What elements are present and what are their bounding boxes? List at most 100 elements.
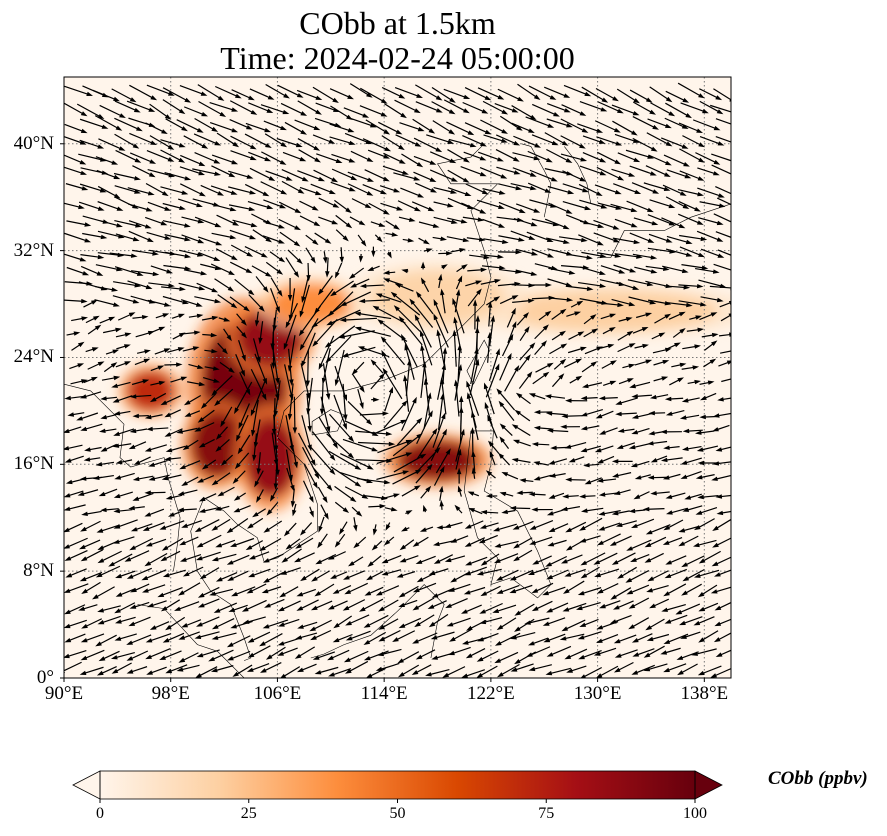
wind-arrow — [682, 135, 705, 148]
wind-arrow — [80, 520, 101, 532]
wind-arrow — [514, 409, 531, 422]
wind-arrow — [165, 494, 183, 500]
wind-arrow — [396, 571, 416, 578]
wind-arrow — [114, 602, 136, 614]
wind-arrow — [632, 137, 658, 152]
wind-arrow — [566, 665, 587, 673]
wind-arrow — [596, 151, 622, 165]
wind-arrow — [213, 602, 238, 613]
wind-arrow — [630, 553, 650, 562]
wind-arrow — [450, 535, 469, 543]
wind-arrow — [314, 288, 334, 315]
wind-arrow — [365, 119, 391, 135]
wind-arrow — [632, 648, 655, 657]
wind-arrow — [679, 246, 705, 258]
wind-arrow — [131, 379, 150, 386]
wind-arrow — [115, 570, 136, 579]
wind-arrow — [543, 86, 571, 98]
wind-arrow — [700, 296, 724, 303]
wind-arrow — [97, 201, 124, 211]
wind-arrow — [160, 139, 186, 148]
wind-arrow — [345, 630, 371, 641]
wind-arrow — [398, 316, 423, 346]
wind-arrow — [99, 428, 117, 433]
wind-arrow — [363, 650, 389, 661]
wind-arrow — [666, 301, 693, 308]
wind-arrow — [600, 343, 615, 349]
wind-arrow — [402, 238, 415, 243]
wind-arrow — [531, 507, 553, 512]
wind-arrow — [97, 550, 122, 564]
wind-arrow — [489, 450, 496, 466]
wind-arrow — [495, 134, 521, 146]
wind-arrow — [198, 252, 221, 261]
wind-arrow — [357, 388, 364, 410]
wind-arrow — [147, 201, 172, 211]
wind-arrow — [496, 584, 520, 594]
wind-arrow — [465, 556, 488, 566]
wind-arrow — [631, 664, 655, 675]
wind-arrow — [64, 649, 87, 659]
wind-arrow — [115, 233, 140, 242]
wind-arrow — [715, 494, 731, 499]
wind-arrow — [477, 632, 499, 642]
wind-arrow — [210, 185, 238, 195]
wind-arrow — [394, 87, 423, 98]
wind-arrow — [226, 554, 250, 565]
wind-arrow — [679, 414, 700, 420]
wind-arrow — [64, 549, 88, 561]
wind-arrow — [328, 413, 355, 443]
wind-arrow — [562, 494, 579, 499]
wind-arrow — [626, 539, 652, 551]
wind-arrow — [497, 88, 524, 102]
wind-arrow — [64, 166, 87, 175]
wind-arrow — [251, 399, 259, 437]
wind-arrow — [292, 396, 298, 434]
wind-arrow — [414, 314, 432, 348]
wind-arrow — [261, 586, 282, 594]
wind-arrow — [401, 485, 421, 497]
wind-arrow — [548, 523, 569, 533]
wind-arrow — [663, 663, 687, 673]
wind-arrow — [244, 183, 270, 197]
wind-arrow — [579, 199, 608, 209]
wind-arrow — [715, 231, 731, 238]
wind-arrow — [64, 583, 89, 593]
wind-arrow — [699, 201, 726, 208]
wind-arrow — [260, 104, 290, 115]
wind-arrow — [113, 410, 131, 416]
wind-arrow — [613, 661, 634, 673]
wind-arrow — [325, 257, 330, 278]
wind-arrow — [647, 118, 672, 129]
wind-arrow — [362, 138, 392, 152]
wind-arrow — [422, 504, 428, 513]
wind-arrow — [170, 376, 188, 383]
wind-arrow — [462, 216, 485, 222]
wind-arrow — [597, 101, 624, 114]
wind-arrow — [87, 324, 102, 335]
wind-arrow — [81, 618, 103, 629]
wind-arrow — [278, 201, 302, 214]
wind-arrow — [693, 539, 717, 548]
wind-arrow — [392, 469, 422, 485]
wind-arrow — [127, 187, 155, 196]
wind-arrow — [578, 183, 603, 196]
wind-arrow — [228, 186, 257, 195]
wind-arrow — [628, 508, 646, 514]
wind-arrow — [399, 122, 425, 132]
wind-arrow — [313, 468, 333, 491]
wind-arrow — [423, 392, 432, 429]
wind-arrow — [271, 432, 279, 466]
wind-arrow — [420, 344, 428, 382]
wind-arrow — [79, 118, 109, 129]
wind-arrow — [150, 265, 173, 274]
wind-arrow — [299, 186, 322, 196]
wind-arrow — [81, 581, 101, 594]
wind-arrow — [612, 237, 641, 245]
wind-arrow — [95, 461, 115, 467]
wind-arrow — [367, 149, 390, 159]
wind-arrow — [429, 151, 457, 164]
wind-arrow — [226, 635, 251, 648]
wind-arrow — [96, 169, 121, 180]
wind-arrow — [459, 395, 464, 433]
